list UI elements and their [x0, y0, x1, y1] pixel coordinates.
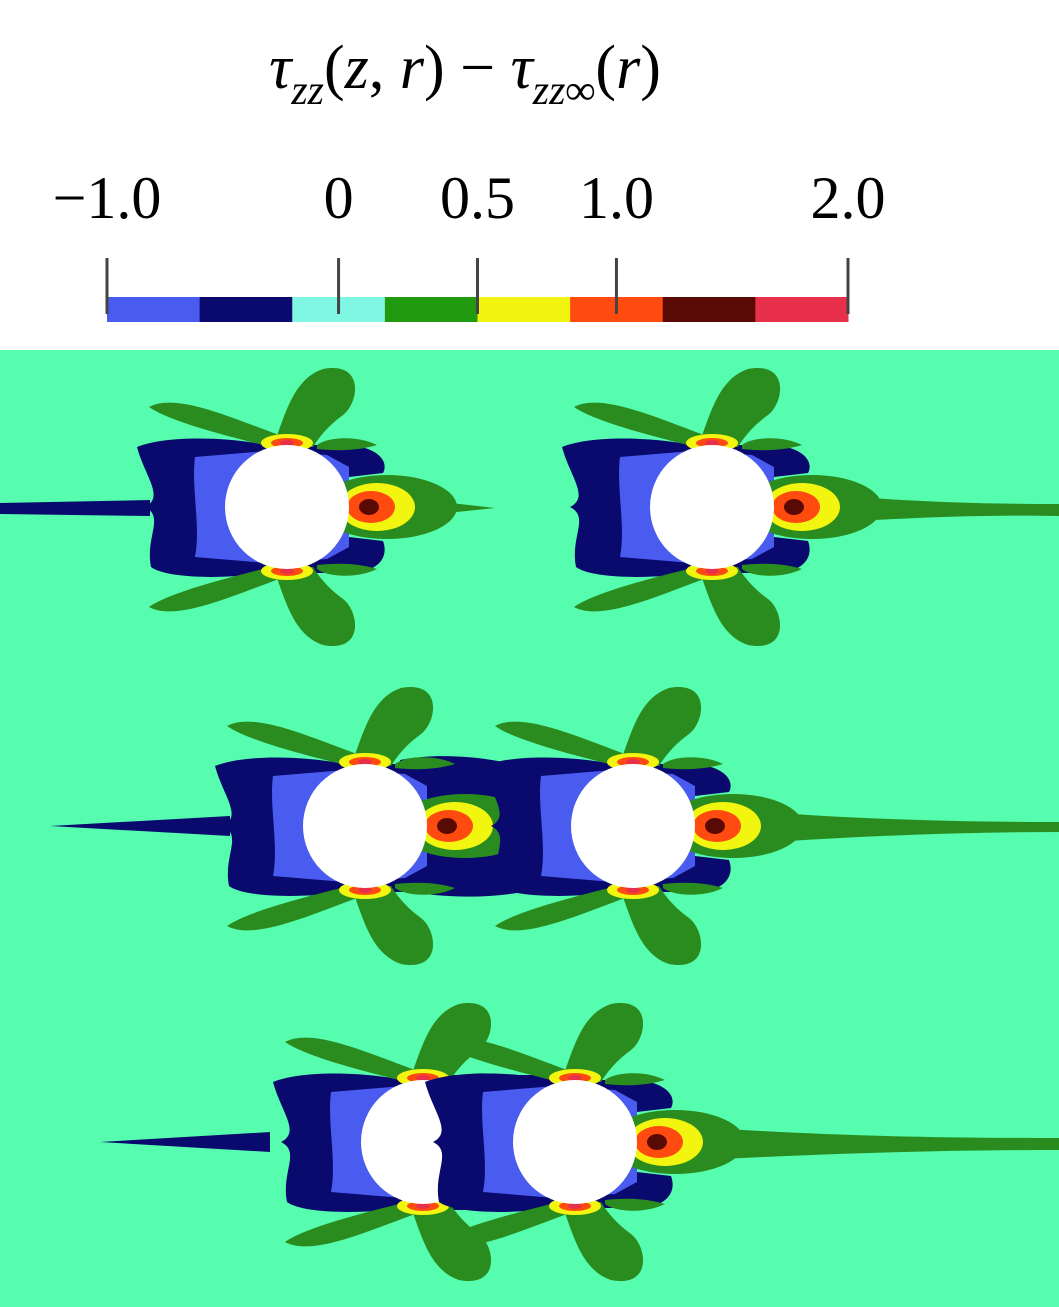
tick-label: 0 — [324, 165, 354, 231]
title-part: ) − — [424, 34, 511, 102]
title-part: τ — [511, 34, 536, 102]
color-segment — [477, 297, 571, 322]
title-part: z — [344, 34, 369, 102]
tick-label: 2.0 — [811, 165, 886, 231]
title-part: r — [400, 34, 425, 102]
title-part: zz∞ — [532, 68, 596, 114]
color-segment — [199, 297, 293, 322]
title-text: τzz(z, r) − τzz∞(r) — [269, 34, 661, 114]
tick-label: 0.5 — [440, 165, 515, 231]
tick-label: −1.0 — [53, 165, 162, 231]
colorbar: −1.0 0 0.5 1.0 2.0 — [53, 165, 886, 322]
title-part: r — [616, 34, 641, 102]
title: τzz(z, r) − τzz∞(r) — [269, 34, 661, 114]
title-part: ( — [324, 34, 345, 102]
tick-label: 1.0 — [579, 165, 654, 231]
title-part: , — [369, 34, 400, 102]
contour-field — [0, 350, 1059, 1307]
color-segment — [755, 297, 849, 322]
title-part: τ — [269, 34, 294, 102]
title-part: ) — [640, 34, 661, 102]
color-segment — [662, 297, 756, 322]
color-segment — [384, 297, 478, 322]
color-segment — [107, 297, 201, 322]
title-part: zz — [290, 68, 324, 114]
title-part: ( — [595, 34, 616, 102]
